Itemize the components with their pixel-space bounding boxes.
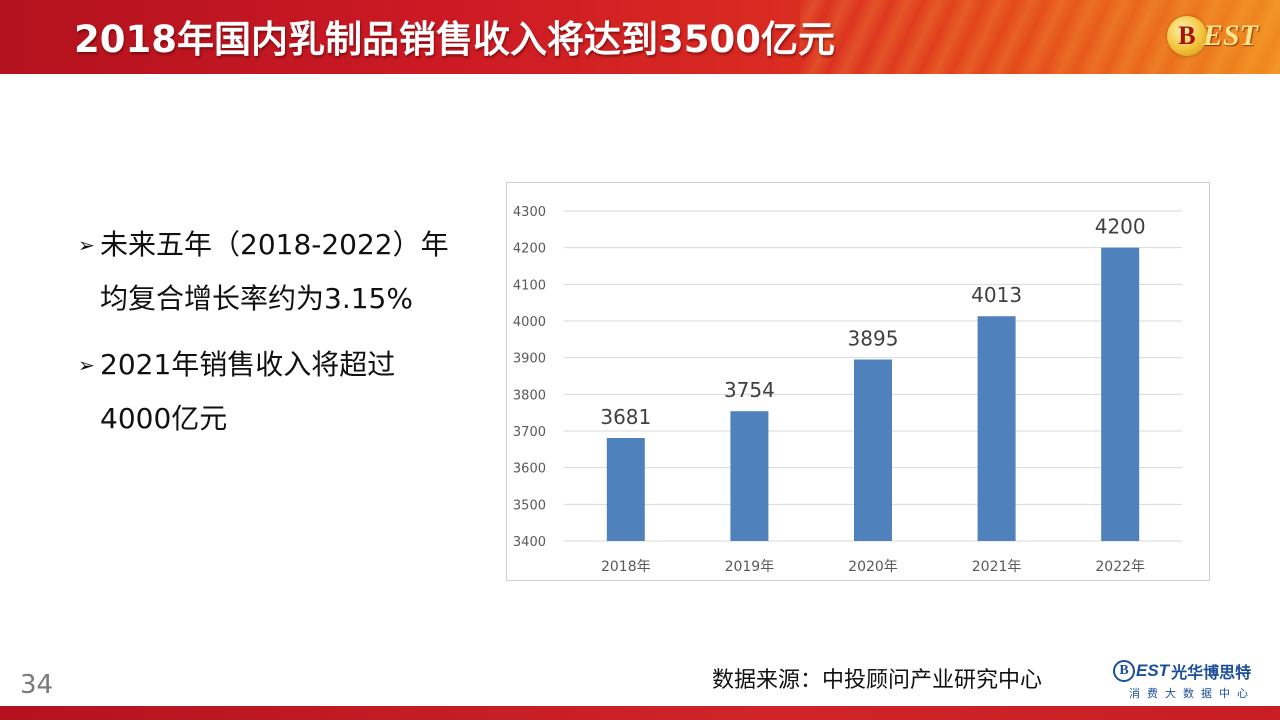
data-label: 3754 <box>724 378 775 402</box>
bullet-text-line: 均复合增长率约为3.15% <box>100 282 413 315</box>
footer-logo-sub: 消费大数据中心 <box>1129 687 1255 700</box>
bottom-bar <box>0 706 1280 720</box>
y-tick-label: 4100 <box>513 278 546 293</box>
bar-chart: 3400 3500 3600 3700 3800 3900 4000 4100 4200 4300… <box>506 182 1210 581</box>
y-tick-label: 4200 <box>513 242 546 257</box>
y-tick-label: 4000 <box>513 315 546 330</box>
x-tick-label: 2021年 <box>972 559 1022 575</box>
bullet-item: ➢ 2021年销售收入将超过 4000亿元 <box>78 338 498 446</box>
y-tick-label: 3700 <box>513 425 546 440</box>
arrow-bullet-icon: ➢ <box>78 353 95 377</box>
bullet-text-line: 2021年销售收入将超过 <box>100 348 396 381</box>
best-logo: B EST <box>1166 12 1258 60</box>
y-tick-label: 3900 <box>513 352 546 367</box>
bar <box>730 411 769 541</box>
data-label: 4013 <box>971 283 1022 307</box>
bullet-list: ➢ 未来五年（2018-2022）年 均复合增长率约为3.15% ➢ 2021年… <box>78 218 498 458</box>
best-logo-letter: B <box>1166 16 1207 56</box>
bullet-item: ➢ 未来五年（2018-2022）年 均复合增长率约为3.15% <box>78 218 498 326</box>
y-tick-label: 3400 <box>513 535 546 550</box>
bar <box>977 316 1016 541</box>
data-label: 4200 <box>1095 215 1146 239</box>
arrow-bullet-icon: ➢ <box>78 233 95 257</box>
footer-logo-cn: 光华博思特 <box>1171 663 1252 682</box>
x-tick-label: 2020年 <box>848 559 898 575</box>
page-number: 34 <box>20 670 54 700</box>
bar <box>854 359 892 541</box>
x-tick-label: 2022年 <box>1095 559 1145 575</box>
y-tick-label: 3800 <box>513 388 546 403</box>
x-tick-label: 2018年 <box>601 559 651 575</box>
bar <box>606 437 645 541</box>
bullet-text-line: 未来五年（2018-2022）年 <box>100 228 449 261</box>
y-tick-label: 3600 <box>513 462 546 477</box>
x-tick-label: 2019年 <box>725 559 775 575</box>
title-banner: 2018年国内乳制品销售收入将达到3500亿元 B EST <box>0 0 1280 74</box>
data-label: 3895 <box>848 327 899 351</box>
bullet-text-line: 4000亿元 <box>100 402 228 435</box>
data-source: 数据来源：中投顾问产业研究中心 <box>712 668 1043 693</box>
best-logo-text: EST <box>1202 19 1258 52</box>
bar <box>1101 247 1140 541</box>
footer-logo-en: EST <box>1136 661 1170 680</box>
y-tick-label: 4300 <box>513 205 546 220</box>
bar-chart-svg: 3400 3500 3600 3700 3800 3900 4000 4100 4200 4300… <box>513 205 1182 575</box>
data-label: 3681 <box>600 405 651 429</box>
footer-logo-letter: B <box>1113 660 1135 682</box>
y-tick-label: 3500 <box>513 498 546 513</box>
footer-logo: B EST 光华博思特 消费大数据中心 <box>1113 658 1273 702</box>
slide-title: 2018年国内乳制品销售收入将达到3500亿元 <box>74 18 835 61</box>
